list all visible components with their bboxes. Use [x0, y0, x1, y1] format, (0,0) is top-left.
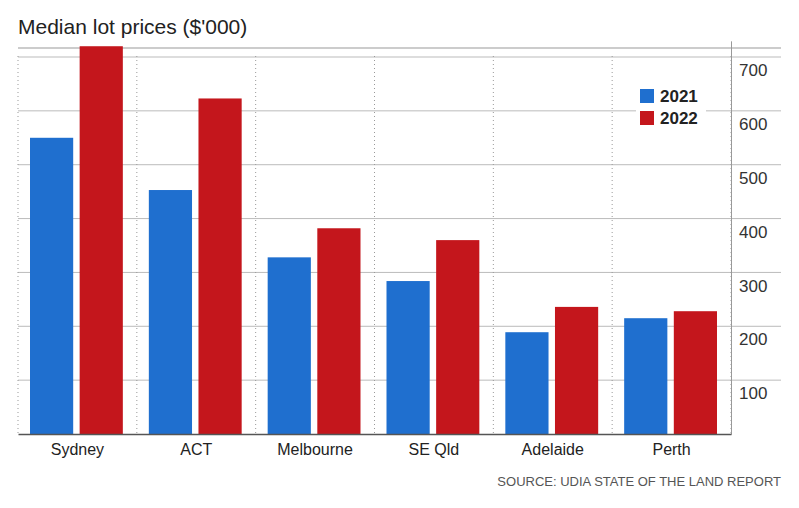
x-tick-label: ACT: [180, 441, 212, 458]
legend-item: 2021: [640, 87, 698, 106]
grid-line: [18, 218, 781, 219]
x-tick: SE Qld: [409, 434, 460, 458]
y-tick: 400: [731, 219, 767, 242]
y-tick: 600: [731, 111, 767, 134]
bar: [674, 311, 717, 434]
legend-label: 2022: [660, 109, 698, 128]
y-tick-label: 600: [739, 115, 767, 134]
separator: [493, 56, 494, 434]
x-tick-label: Melbourne: [277, 441, 353, 458]
bar: [149, 190, 192, 434]
legend-item: 2022: [640, 109, 698, 128]
bar: [436, 240, 479, 434]
x-axis: Sydney ACT Melbourne SE Qld Adelaide Perth: [19, 434, 732, 458]
separator: [136, 56, 137, 434]
grid-line: [18, 272, 781, 273]
bar: [30, 138, 73, 434]
bar: [505, 332, 548, 434]
y-tick: 100: [731, 381, 767, 404]
source: SOURCE: UDIA STATE OF THE LAND REPORT: [497, 474, 781, 489]
x-tick: Melbourne: [277, 434, 353, 458]
grid-line: [18, 164, 781, 165]
bar: [268, 257, 311, 434]
x-tick: Adelaide: [522, 434, 584, 458]
y-tick: 500: [731, 165, 767, 188]
legend-swatch: [640, 111, 654, 125]
y-tick-label: 200: [739, 330, 767, 349]
bar: [624, 318, 667, 434]
x-tick: Sydney: [51, 434, 104, 458]
y-tick-label: 500: [739, 169, 767, 188]
bar: [198, 98, 241, 434]
legend-swatch: [640, 89, 654, 103]
separator: [18, 56, 19, 434]
x-tick-label: Adelaide: [522, 441, 584, 458]
y-axis-line: [731, 41, 732, 434]
y-tick-label: 300: [739, 277, 767, 296]
legend-label: 2021: [660, 87, 698, 106]
bar: [387, 281, 430, 434]
separator: [374, 56, 375, 434]
x-axis-line: [19, 434, 732, 436]
y-tick-label: 400: [739, 223, 767, 242]
separator: [612, 56, 613, 434]
y-tick-label: 100: [739, 384, 767, 403]
y-tick: 200: [731, 327, 767, 350]
y-tick-label: 700: [739, 61, 767, 80]
y-tick: 700: [731, 58, 767, 81]
separator: [255, 56, 256, 434]
chart: Median lot prices ($'000) 100 200 300 400 500…: [0, 0, 799, 508]
x-tick-label: Sydney: [51, 441, 104, 458]
x-tick-label: SE Qld: [409, 441, 460, 458]
bars: [30, 46, 717, 434]
x-tick: Perth: [652, 434, 690, 458]
bar: [555, 307, 598, 434]
x-tick-label: Perth: [652, 441, 690, 458]
bar: [80, 46, 123, 434]
grid-line: [18, 57, 781, 58]
bar: [317, 228, 360, 434]
legend: 2021 2022: [636, 84, 706, 134]
legend-bg: [636, 84, 706, 134]
separators: [18, 56, 731, 434]
y-tick: 300: [731, 273, 767, 296]
title: Median lot prices ($'000): [18, 15, 247, 38]
top-rule: [18, 48, 781, 49]
x-tick: ACT: [180, 434, 212, 458]
y-axis: 100 200 300 400 500 600 700: [731, 41, 767, 434]
